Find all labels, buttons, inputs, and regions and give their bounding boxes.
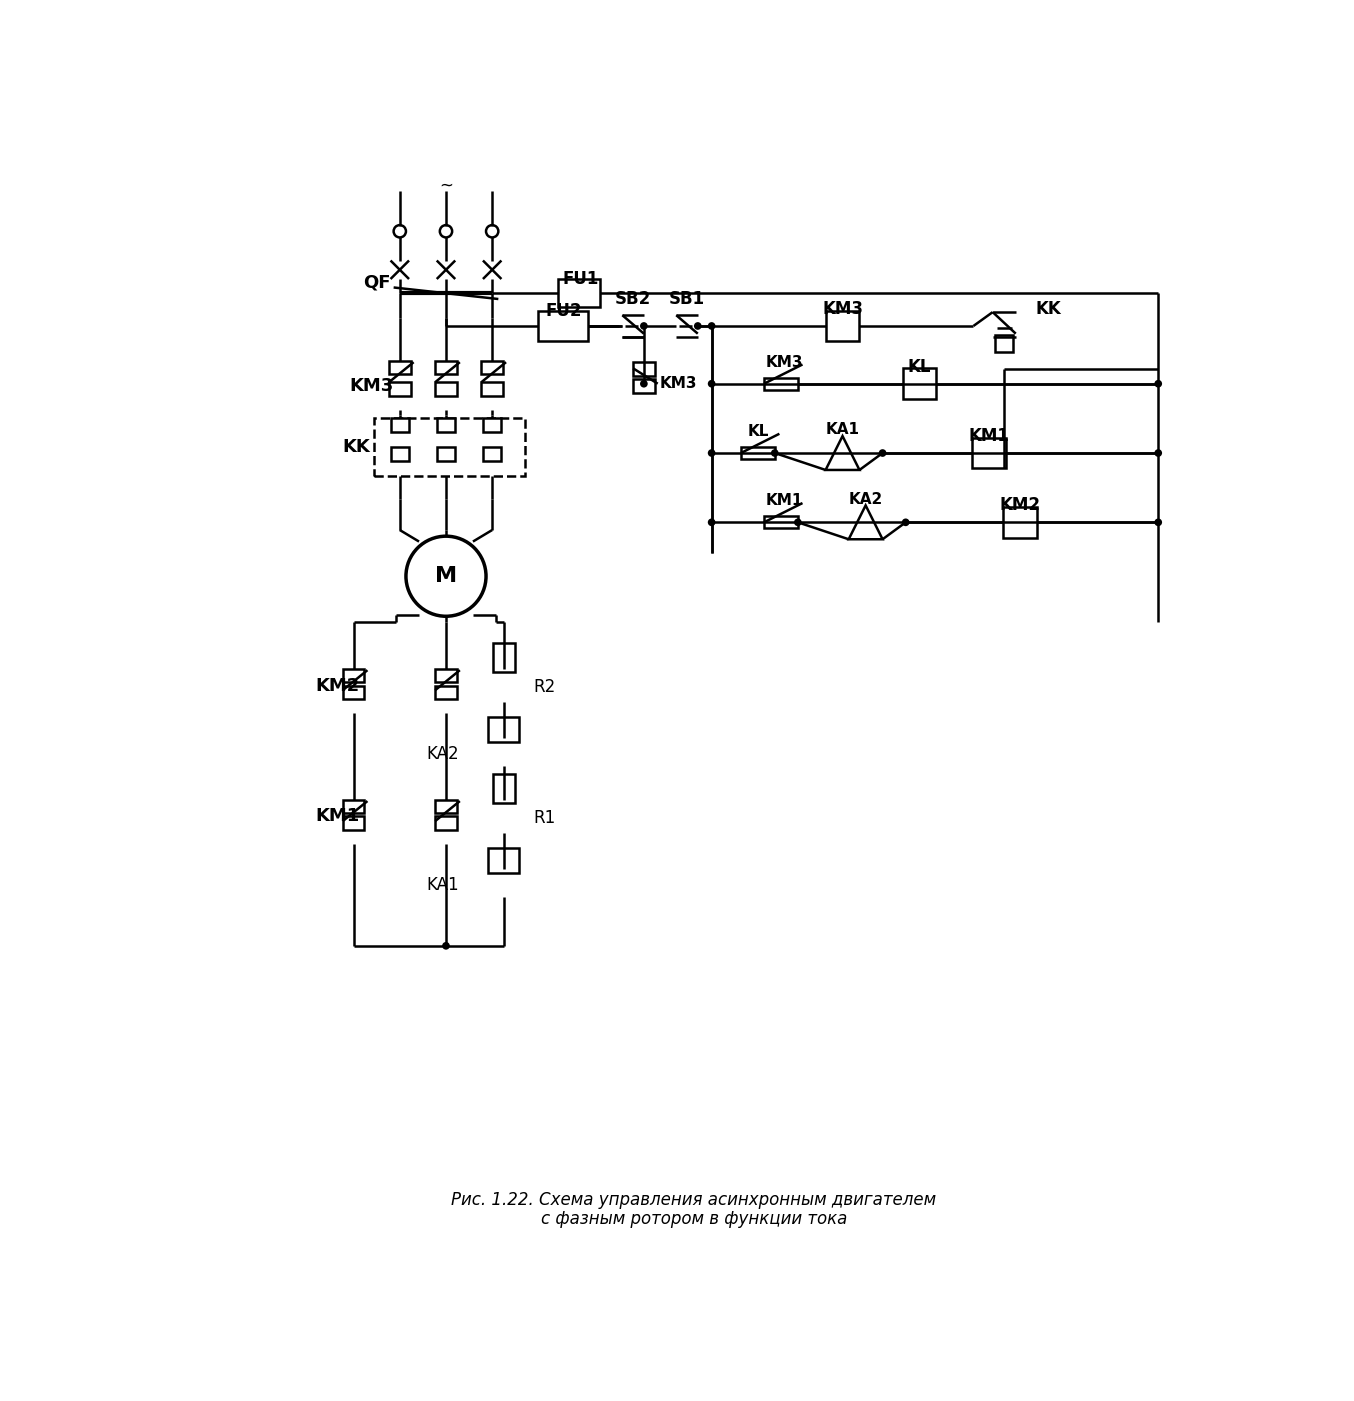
Text: KM3: KM3	[659, 377, 697, 391]
Circle shape	[902, 518, 910, 527]
Text: Рис. 1.22. Схема управления асинхронным двигателем: Рис. 1.22. Схема управления асинхронным …	[451, 1191, 937, 1209]
Text: KM3: KM3	[349, 377, 394, 395]
Bar	[493, 775, 515, 803]
Circle shape	[708, 380, 715, 388]
Bar	[558, 279, 600, 307]
Text: KM2: KM2	[315, 677, 359, 695]
Bar	[483, 419, 501, 433]
Text: M: M	[435, 566, 458, 586]
Text: KM3: KM3	[766, 354, 803, 370]
Bar	[435, 817, 456, 831]
Text: KK: KK	[1034, 300, 1060, 318]
Text: KM1: KM1	[766, 493, 803, 509]
Bar	[437, 419, 455, 433]
Bar	[435, 685, 456, 699]
Bar	[903, 368, 937, 399]
Circle shape	[1155, 380, 1162, 388]
Text: KK: KK	[343, 439, 370, 455]
Bar	[483, 447, 501, 461]
Bar	[482, 382, 502, 396]
Bar	[435, 800, 456, 814]
Text: SB1: SB1	[669, 290, 705, 308]
Text: KA2: KA2	[427, 745, 459, 764]
Text: KM2: KM2	[999, 496, 1040, 514]
Bar	[972, 437, 1006, 468]
Text: KA1: KA1	[427, 876, 459, 894]
Text: KM1: KM1	[315, 807, 359, 825]
Bar	[343, 668, 364, 682]
Bar	[437, 447, 455, 461]
Text: QF: QF	[364, 273, 391, 291]
Bar	[741, 447, 774, 460]
Bar	[826, 311, 860, 342]
Bar	[435, 668, 456, 682]
Bar	[493, 643, 515, 672]
Text: KA2: KA2	[849, 492, 883, 507]
Bar	[539, 311, 589, 342]
Circle shape	[640, 322, 647, 329]
Circle shape	[486, 226, 498, 237]
Bar	[764, 516, 798, 528]
Bar	[343, 800, 364, 814]
Circle shape	[640, 380, 647, 388]
Text: FU1: FU1	[562, 270, 598, 289]
Bar	[489, 848, 519, 873]
Bar	[374, 419, 525, 476]
Text: KM1: KM1	[968, 427, 1009, 446]
Bar	[482, 360, 502, 374]
Bar	[390, 447, 409, 461]
Text: ~: ~	[439, 177, 454, 195]
Bar	[389, 360, 410, 374]
Bar	[390, 419, 409, 433]
Text: R2: R2	[533, 678, 555, 696]
Bar	[343, 817, 364, 831]
Circle shape	[708, 518, 715, 527]
Bar	[435, 382, 456, 396]
Circle shape	[440, 226, 452, 237]
Bar	[343, 685, 364, 699]
Circle shape	[770, 450, 779, 457]
Circle shape	[693, 322, 701, 329]
Bar	[764, 377, 798, 389]
Text: с фазным ротором в функции тока: с фазным ротором в функции тока	[540, 1210, 848, 1229]
Text: FU2: FU2	[546, 301, 582, 319]
Circle shape	[1155, 518, 1162, 527]
Circle shape	[394, 226, 406, 237]
Circle shape	[708, 322, 715, 329]
Bar	[634, 380, 654, 392]
Text: R1: R1	[533, 808, 555, 827]
Bar	[435, 360, 456, 374]
Circle shape	[406, 537, 486, 616]
Text: KA1: KA1	[826, 423, 860, 437]
Text: KL: KL	[907, 357, 932, 375]
Bar	[995, 335, 1014, 352]
Bar	[634, 363, 654, 375]
Text: SB2: SB2	[615, 290, 651, 308]
Text: KL: KL	[747, 425, 769, 439]
Bar	[1003, 507, 1037, 538]
Bar	[389, 382, 410, 396]
Circle shape	[708, 450, 715, 457]
Circle shape	[879, 450, 887, 457]
Circle shape	[793, 518, 802, 527]
Bar	[489, 717, 519, 741]
Circle shape	[443, 941, 450, 950]
Text: KM3: KM3	[822, 300, 862, 318]
Circle shape	[1155, 450, 1162, 457]
